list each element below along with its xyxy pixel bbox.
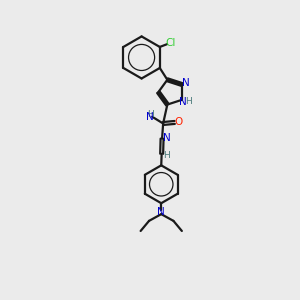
Text: H: H (147, 110, 154, 119)
Text: H: H (164, 151, 170, 160)
Text: H: H (185, 97, 192, 106)
Text: O: O (175, 117, 183, 128)
Text: N: N (158, 208, 165, 218)
Text: N: N (179, 98, 187, 107)
Text: N: N (182, 78, 189, 88)
Text: N: N (146, 112, 154, 122)
Text: N: N (163, 133, 171, 143)
Text: Cl: Cl (166, 38, 176, 48)
